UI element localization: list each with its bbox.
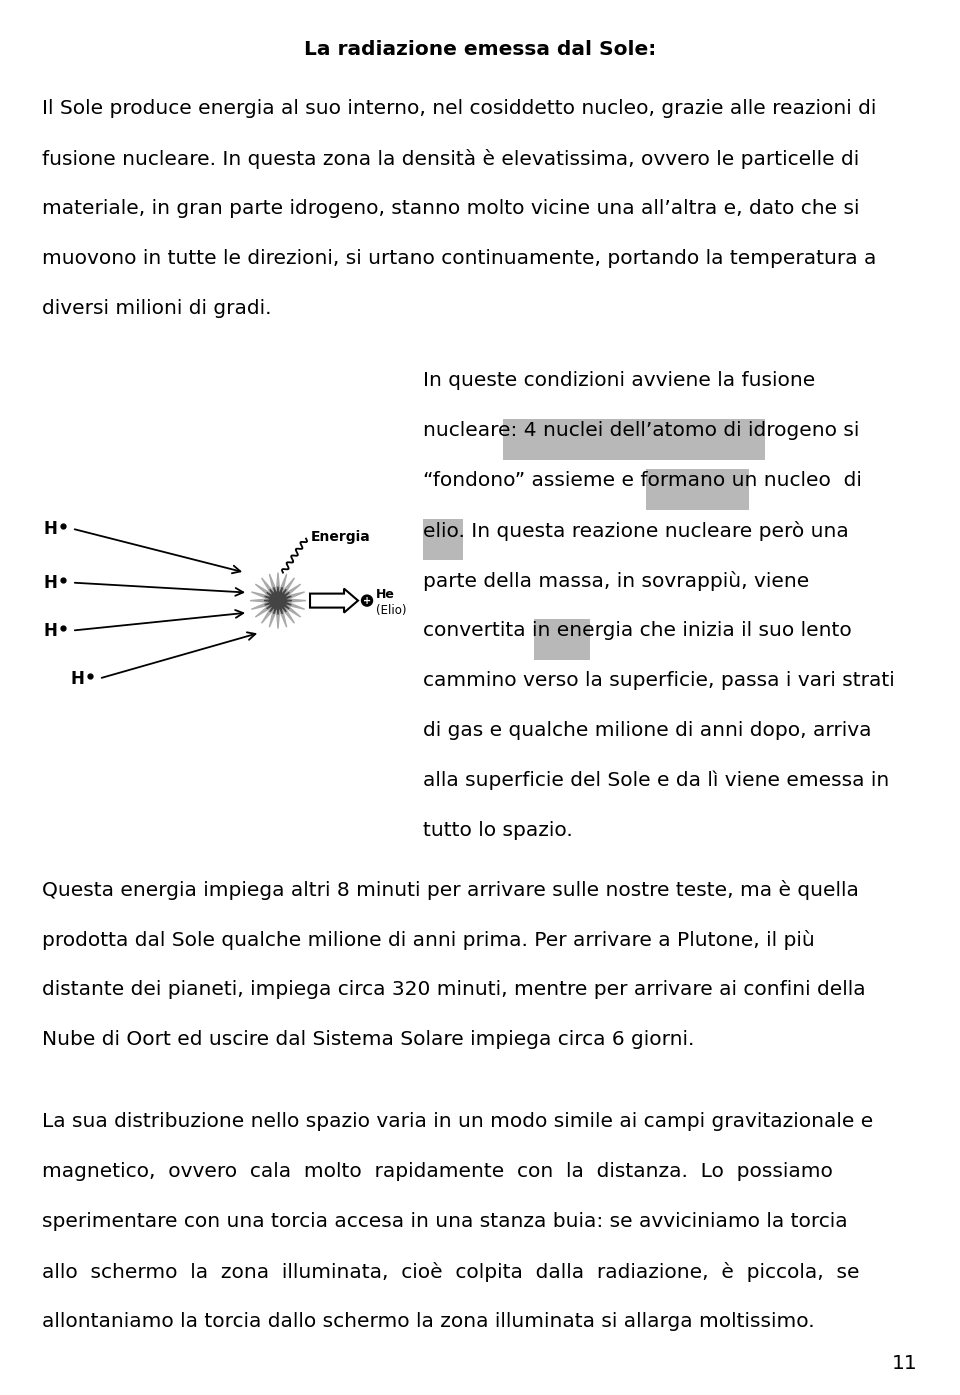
Text: elio. In questa reazione nucleare però una: elio. In questa reazione nucleare però u… <box>423 520 849 541</box>
Text: allo  schermo  la  zona  illuminata,  cioè  colpita  dalla  radiazione,  è  picc: allo schermo la zona illuminata, cioè co… <box>42 1262 859 1282</box>
Text: He: He <box>375 589 395 601</box>
Text: In queste condizioni avviene la fusione: In queste condizioni avviene la fusione <box>423 371 815 389</box>
Text: 11: 11 <box>892 1355 918 1373</box>
Text: magnetico,  ovvero  cala  molto  rapidamente  con  la  distanza.  Lo  possiamo: magnetico, ovvero cala molto rapidamente… <box>42 1162 833 1182</box>
Text: H: H <box>43 573 57 591</box>
Text: sperimentare con una torcia accesa in una stanza buia: se avviciniamo la torcia: sperimentare con una torcia accesa in un… <box>42 1212 848 1230</box>
Text: tutto lo spazio.: tutto lo spazio. <box>423 820 573 840</box>
Text: “fondono” assieme e formano un nucleo  di: “fondono” assieme e formano un nucleo di <box>423 470 862 490</box>
Text: allontaniamo la torcia dallo schermo la zona illuminata si allarga moltissimo.: allontaniamo la torcia dallo schermo la … <box>42 1313 815 1331</box>
Text: cammino verso la superficie, passa i vari strati: cammino verso la superficie, passa i var… <box>423 671 895 689</box>
Polygon shape <box>250 572 306 629</box>
Text: +: + <box>363 596 372 605</box>
Text: La radiazione emessa dal Sole:: La radiazione emessa dal Sole: <box>304 40 656 59</box>
Text: parte della massa, in sovrappiù, viene: parte della massa, in sovrappiù, viene <box>423 571 809 590</box>
FancyArrow shape <box>310 589 358 612</box>
FancyBboxPatch shape <box>646 469 749 509</box>
Text: Energia: Energia <box>311 530 371 544</box>
Text: H: H <box>70 670 84 688</box>
Text: Il Sole produce energia al suo interno, nel cosiddetto nucleo, grazie alle reazi: Il Sole produce energia al suo interno, … <box>42 99 876 119</box>
Text: muovono in tutte le direzioni, si urtano continuamente, portando la temperatura : muovono in tutte le direzioni, si urtano… <box>42 248 876 268</box>
Text: distante dei pianeti, impiega circa 320 minuti, mentre per arrivare ai confini d: distante dei pianeti, impiega circa 320 … <box>42 979 866 999</box>
Text: H: H <box>43 622 57 639</box>
Text: prodotta dal Sole qualche milione di anni prima. Per arrivare a Plutone, il più: prodotta dal Sole qualche milione di ann… <box>42 929 815 950</box>
FancyBboxPatch shape <box>423 519 463 559</box>
Text: nucleare: 4 nuclei dell’atomo di idrogeno si: nucleare: 4 nuclei dell’atomo di idrogen… <box>423 421 859 439</box>
Text: Nube di Oort ed uscire dal Sistema Solare impiega circa 6 giorni.: Nube di Oort ed uscire dal Sistema Solar… <box>42 1030 694 1049</box>
Text: di gas e qualche milione di anni dopo, arriva: di gas e qualche milione di anni dopo, a… <box>423 721 872 739</box>
Polygon shape <box>264 587 292 615</box>
Text: H: H <box>43 519 57 537</box>
FancyBboxPatch shape <box>535 618 590 660</box>
Text: La sua distribuzione nello spazio varia in un modo simile ai campi gravitazional: La sua distribuzione nello spazio varia … <box>42 1112 874 1131</box>
Text: alla superficie del Sole e da lì viene emessa in: alla superficie del Sole e da lì viene e… <box>423 770 889 790</box>
Text: fusione nucleare. In questa zona la densità è elevatissima, ovvero le particelle: fusione nucleare. In questa zona la dens… <box>42 149 859 169</box>
Circle shape <box>362 596 372 605</box>
Text: convertita in energia che inizia il suo lento: convertita in energia che inizia il suo … <box>423 621 852 639</box>
Text: materiale, in gran parte idrogeno, stanno molto vicine una all’altra e, dato che: materiale, in gran parte idrogeno, stann… <box>42 199 859 218</box>
FancyBboxPatch shape <box>503 418 765 459</box>
Text: (Elio): (Elio) <box>375 604 406 617</box>
Text: Questa energia impiega altri 8 minuti per arrivare sulle nostre teste, ma è quel: Questa energia impiega altri 8 minuti pe… <box>42 880 859 900</box>
Text: diversi milioni di gradi.: diversi milioni di gradi. <box>42 299 272 318</box>
